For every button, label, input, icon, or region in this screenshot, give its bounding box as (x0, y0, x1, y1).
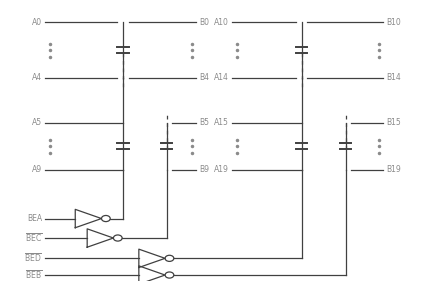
Text: B5: B5 (200, 118, 210, 127)
Text: A15: A15 (214, 118, 229, 127)
Text: B4: B4 (200, 74, 210, 82)
Text: A0: A0 (32, 18, 42, 27)
Text: B15: B15 (387, 118, 401, 127)
Text: B14: B14 (387, 74, 401, 82)
Text: A5: A5 (32, 118, 42, 127)
Text: A14: A14 (214, 74, 229, 82)
Text: A19: A19 (214, 165, 229, 174)
Text: B0: B0 (200, 18, 210, 27)
Text: B19: B19 (387, 165, 401, 174)
Text: A10: A10 (214, 18, 229, 27)
Text: BEA: BEA (27, 214, 42, 223)
Text: A4: A4 (32, 74, 42, 82)
Text: $\overline{\rm BEB}$: $\overline{\rm BEB}$ (25, 269, 42, 281)
Text: $\overline{\rm BEC}$: $\overline{\rm BEC}$ (25, 232, 42, 244)
Text: $\overline{\rm BED}$: $\overline{\rm BED}$ (24, 252, 42, 264)
Text: A9: A9 (32, 165, 42, 174)
Text: B9: B9 (200, 165, 210, 174)
Text: B10: B10 (387, 18, 401, 27)
